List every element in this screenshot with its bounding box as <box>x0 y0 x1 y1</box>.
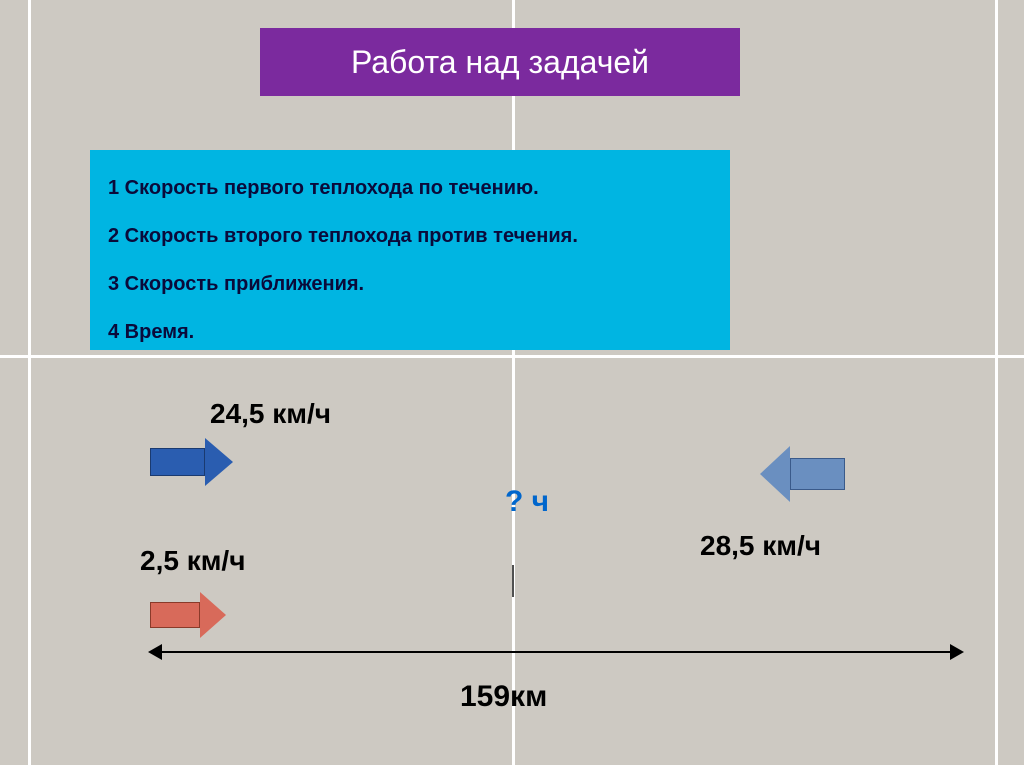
info-line-2: 2 Скорость второго теплохода против тече… <box>108 212 712 260</box>
info-line-3: 3 Скорость приближения. <box>108 260 712 308</box>
info-line-4: 4 Время. <box>108 308 712 356</box>
title-text: Работа над задачей <box>351 44 649 81</box>
question-time-label: ? ч <box>505 485 549 519</box>
grid-vline-3 <box>995 0 998 768</box>
distance-label: 159км <box>460 680 547 714</box>
info-line-1: 1 Скорость первого теплохода по течению. <box>108 164 712 212</box>
ship2-speed-label: 28,5 км/ч <box>700 530 821 562</box>
info-box: 1 Скорость первого теплохода по течению.… <box>90 150 730 350</box>
ship1-speed-label: 24,5 км/ч <box>210 398 331 430</box>
current-speed-label: 2,5 км/ч <box>140 545 245 577</box>
grid-vline-1 <box>28 0 31 768</box>
center-tick <box>512 565 514 597</box>
title-box: Работа над задачей <box>260 28 740 96</box>
